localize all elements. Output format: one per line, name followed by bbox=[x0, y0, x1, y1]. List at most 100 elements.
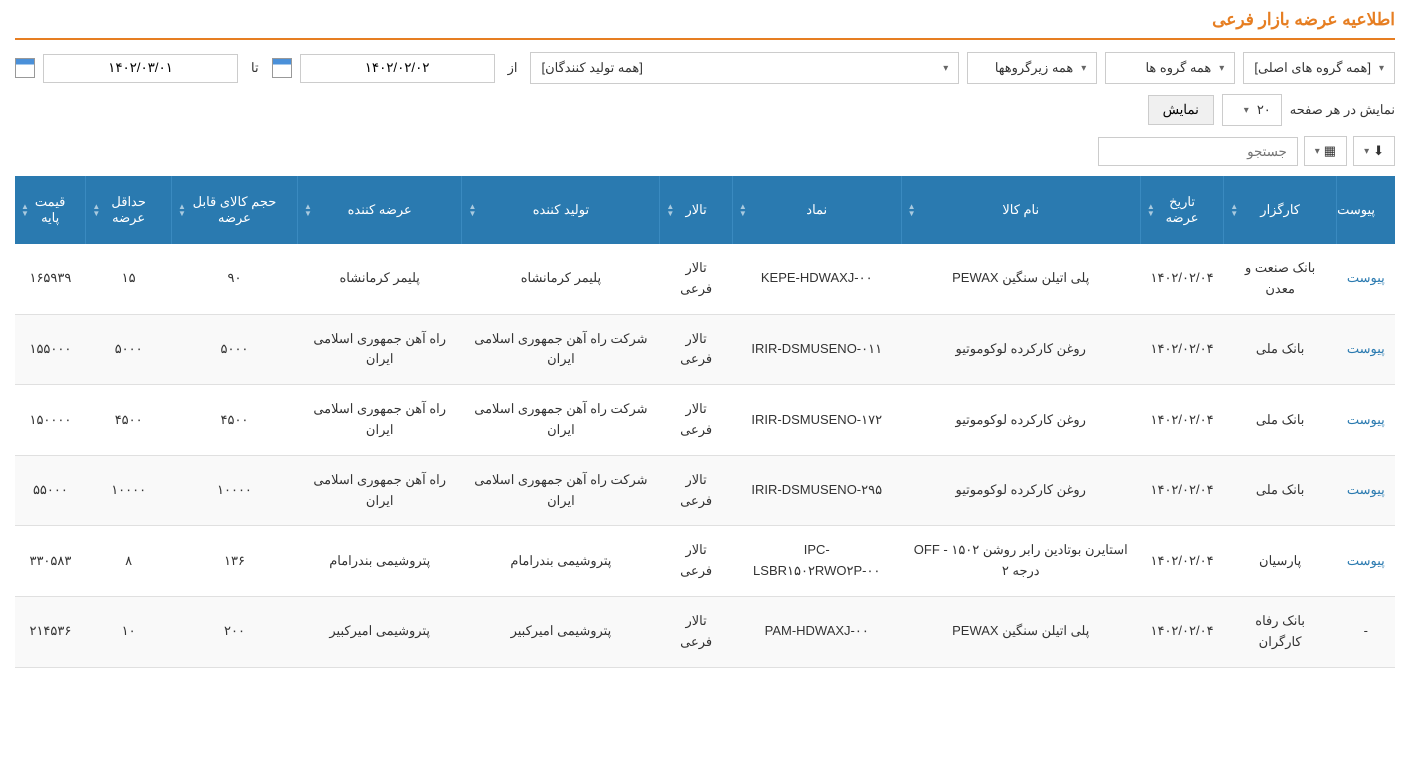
table-cell: تالار فرعی bbox=[660, 385, 732, 456]
column-header[interactable]: تالار▲▼ bbox=[660, 176, 732, 244]
subgroups-value: همه زیرگروهها bbox=[995, 60, 1073, 76]
table-cell: ۴۵۰۰ bbox=[171, 385, 297, 456]
table-cell: پلیمر کرمانشاه bbox=[462, 244, 660, 314]
table-cell: ۴۵۰۰ bbox=[86, 385, 172, 456]
column-header[interactable]: پیوست bbox=[1337, 176, 1395, 244]
table-cell: پیوست bbox=[1337, 455, 1395, 526]
column-header[interactable]: تاریخ عرضه ▲▼ bbox=[1140, 176, 1223, 244]
table-cell: IRIR-DSMUSENO-۱۷۲ bbox=[732, 385, 901, 456]
table-cell: پیوست bbox=[1337, 244, 1395, 314]
table-cell: ۵۰۰۰ bbox=[86, 314, 172, 385]
column-header[interactable]: تولید کننده▲▼ bbox=[462, 176, 660, 244]
toolbar: ⬇ ▾ ▦ ▾ bbox=[15, 136, 1395, 166]
chevron-down-icon: ▾ bbox=[1244, 105, 1249, 116]
table-cell: راه آهن جمهوری اسلامی ایران bbox=[297, 455, 461, 526]
table-cell: ۱۴۰۲/۰۲/۰۴ bbox=[1140, 314, 1223, 385]
table-cell: راه آهن جمهوری اسلامی ایران bbox=[297, 314, 461, 385]
table-row: پیوستبانک ملی۱۴۰۲/۰۲/۰۴روغن کارکرده لوکو… bbox=[15, 455, 1395, 526]
main-groups-value: [همه گروه های اصلی] bbox=[1254, 60, 1371, 76]
page-title: اطلاعیه عرضه بازار فرعی bbox=[15, 10, 1395, 40]
sort-icon: ▲▼ bbox=[908, 203, 916, 217]
table-cell: راه آهن جمهوری اسلامی ایران bbox=[297, 385, 461, 456]
to-date-input[interactable] bbox=[43, 54, 238, 83]
table-cell: تالار فرعی bbox=[660, 526, 732, 597]
export-button[interactable]: ⬇ ▾ bbox=[1353, 136, 1395, 166]
table-cell: ۱۴۰۲/۰۲/۰۴ bbox=[1140, 385, 1223, 456]
table-cell: پلیمر کرمانشاه bbox=[297, 244, 461, 314]
columns-button[interactable]: ▦ ▾ bbox=[1304, 136, 1347, 166]
attachment-link[interactable]: پیوست bbox=[1347, 482, 1385, 497]
subgroups-select[interactable]: ▾ همه زیرگروهها bbox=[967, 52, 1097, 84]
table-cell: ۱۵۰۰۰۰ bbox=[15, 385, 86, 456]
attachment-link[interactable]: پیوست bbox=[1347, 341, 1385, 356]
table-cell: ۸ bbox=[86, 526, 172, 597]
table-cell: KEPE-HDWAXJ-۰۰ bbox=[732, 244, 901, 314]
column-label: نام کالا bbox=[1002, 202, 1039, 218]
column-header[interactable]: قیمت پایه▲▼ bbox=[15, 176, 86, 244]
table-cell: ۱۳۶ bbox=[171, 526, 297, 597]
sort-icon: ▲▼ bbox=[666, 203, 674, 217]
producers-select[interactable]: ▾ [همه تولید کنندگان] bbox=[530, 52, 959, 84]
sort-icon: ▲▼ bbox=[739, 203, 747, 217]
table-cell: ۱۴۰۲/۰۲/۰۴ bbox=[1140, 526, 1223, 597]
calendar-icon[interactable] bbox=[15, 58, 35, 78]
column-label: نماد bbox=[806, 202, 827, 218]
table-cell: پتروشیمی بندرامام bbox=[462, 526, 660, 597]
table-cell: ۹۰ bbox=[171, 244, 297, 314]
table-cell: بانک صنعت و معدن bbox=[1224, 244, 1337, 314]
per-page-value: ۲۰ bbox=[1257, 102, 1271, 118]
table-cell: ۲۰۰ bbox=[171, 596, 297, 667]
table-cell: بانک ملی bbox=[1224, 385, 1337, 456]
search-input[interactable] bbox=[1098, 137, 1298, 166]
column-header[interactable]: حداقل عرضه▲▼ bbox=[86, 176, 172, 244]
chevron-down-icon: ▾ bbox=[1219, 63, 1224, 74]
column-label: حداقل عرضه bbox=[106, 194, 151, 226]
from-date-input[interactable] bbox=[300, 54, 495, 83]
show-button[interactable]: نمایش bbox=[1148, 95, 1214, 125]
table-cell: پلی اتیلن سنگین PEWAX bbox=[901, 596, 1140, 667]
table-cell: ۱۴۰۲/۰۲/۰۴ bbox=[1140, 596, 1223, 667]
display-row: نمایش در هر صفحه ۲۰ ▾ نمایش bbox=[15, 94, 1395, 126]
main-groups-select[interactable]: ▾ [همه گروه های اصلی] bbox=[1243, 52, 1395, 84]
table-cell: تالار فرعی bbox=[660, 455, 732, 526]
sort-icon: ▲▼ bbox=[304, 203, 312, 217]
column-header[interactable]: کارگزار ▲▼ bbox=[1224, 176, 1337, 244]
table-cell: PAM-HDWAXJ-۰۰ bbox=[732, 596, 901, 667]
table-cell: ۱۰۰۰۰ bbox=[86, 455, 172, 526]
column-header[interactable]: حجم کالای قابل عرضه ▲▼ bbox=[171, 176, 297, 244]
attachment-link[interactable]: پیوست bbox=[1347, 412, 1385, 427]
column-header[interactable]: عرضه کننده ▲▼ bbox=[297, 176, 461, 244]
table-row: پیوستبانک صنعت و معدن۱۴۰۲/۰۲/۰۴پلی اتیلن… bbox=[15, 244, 1395, 314]
table-cell: ۵۵۰۰۰ bbox=[15, 455, 86, 526]
table-cell: تالار فرعی bbox=[660, 244, 732, 314]
table-cell: بانک ملی bbox=[1224, 455, 1337, 526]
column-label: کارگزار bbox=[1260, 202, 1300, 218]
attachment-link[interactable]: پیوست bbox=[1347, 553, 1385, 568]
table-cell: IRIR-DSMUSENO-۰۱۱ bbox=[732, 314, 901, 385]
groups-value: همه گروه ها bbox=[1145, 60, 1211, 76]
producers-value: [همه تولید کنندگان] bbox=[541, 60, 642, 76]
attachment-link[interactable]: پیوست bbox=[1347, 270, 1385, 285]
sort-icon: ▲▼ bbox=[178, 203, 186, 217]
column-label: عرضه کننده bbox=[348, 202, 412, 218]
per-page-select[interactable]: ۲۰ ▾ bbox=[1222, 94, 1282, 126]
table-row: پیوستبانک ملی۱۴۰۲/۰۲/۰۴روغن کارکرده لوکو… bbox=[15, 314, 1395, 385]
data-table: پیوستکارگزار▲▼تاریخ عرضه▲▼نام کالا▲▼نماد… bbox=[15, 176, 1395, 668]
grid-icon: ▦ bbox=[1324, 143, 1336, 159]
table-cell: پیوست bbox=[1337, 526, 1395, 597]
column-header[interactable]: نماد ▲▼ bbox=[732, 176, 901, 244]
table-row: پیوستبانک ملی۱۴۰۲/۰۲/۰۴روغن کارکرده لوکو… bbox=[15, 385, 1395, 456]
calendar-icon[interactable] bbox=[272, 58, 292, 78]
table-cell: ۱۰ bbox=[86, 596, 172, 667]
column-label: تاریخ عرضه bbox=[1161, 194, 1203, 226]
per-page-label: نمایش در هر صفحه bbox=[1290, 102, 1395, 118]
table-cell: پتروشیمی بندرامام bbox=[297, 526, 461, 597]
column-header[interactable]: نام کالا ▲▼ bbox=[901, 176, 1140, 244]
column-label: حجم کالای قابل عرضه bbox=[192, 194, 277, 226]
table-cell: ۲۱۴۵۳۶ bbox=[15, 596, 86, 667]
sort-icon: ▲▼ bbox=[1230, 203, 1238, 217]
sort-icon: ▲▼ bbox=[1147, 203, 1155, 217]
groups-select[interactable]: ▾ همه گروه ها bbox=[1105, 52, 1235, 84]
table-cell: ۱۵۵۰۰۰ bbox=[15, 314, 86, 385]
sort-icon: ▲▼ bbox=[21, 203, 29, 217]
